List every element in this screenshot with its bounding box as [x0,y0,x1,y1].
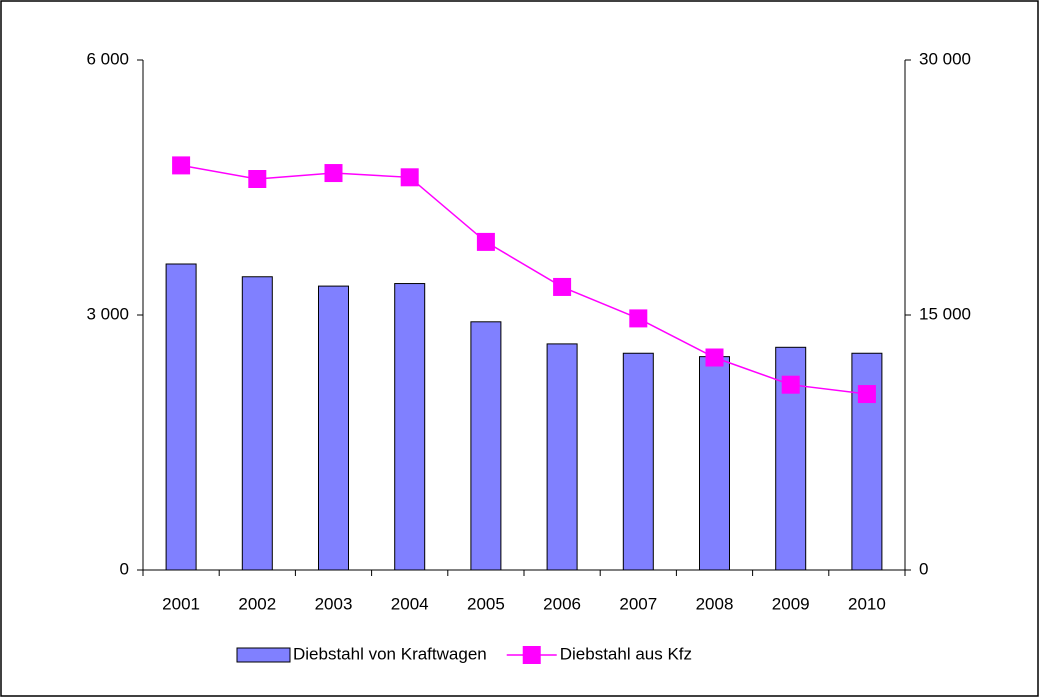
y-tick-label: 6 000 [86,49,129,68]
x-tick-label: 2008 [696,594,734,613]
marker [400,168,419,187]
legend-label: Diebstahl von Kraftwagen [293,644,487,663]
marker [172,156,191,175]
marker [857,385,876,404]
bar [546,343,578,571]
marker [476,232,495,251]
bar [318,285,349,571]
marker [324,164,343,183]
bar [165,263,197,571]
x-tick-label: 2001 [162,594,200,613]
y-tick-label: 3 000 [86,304,129,323]
x-tick-label: 2002 [238,594,276,613]
marker [781,375,800,394]
x-tick-label: 2003 [315,594,353,613]
x-tick-label: 2007 [619,594,657,613]
x-tick-label: 2009 [772,594,810,613]
y2-tick-label: 15 000 [919,304,971,323]
bar [699,356,730,571]
legend-label: Diebstahl aus Kfz [560,644,692,663]
bar [622,352,654,571]
marker [553,277,572,296]
legend-marker [522,646,541,664]
marker [248,170,267,188]
marker [629,309,648,328]
legend-swatch [236,647,291,663]
x-tick-label: 2004 [391,594,429,613]
x-tick-label: 2010 [848,594,886,613]
line [180,164,867,395]
y2-tick-label: 30 000 [919,49,971,68]
marker [705,348,724,367]
y-tick-label: 0 [120,559,129,578]
bar [241,276,273,571]
x-tick-label: 2005 [467,594,505,613]
x-tick-label: 2006 [543,594,581,613]
y2-tick-label: 0 [919,559,928,578]
bar [394,283,426,571]
bar [470,321,502,571]
